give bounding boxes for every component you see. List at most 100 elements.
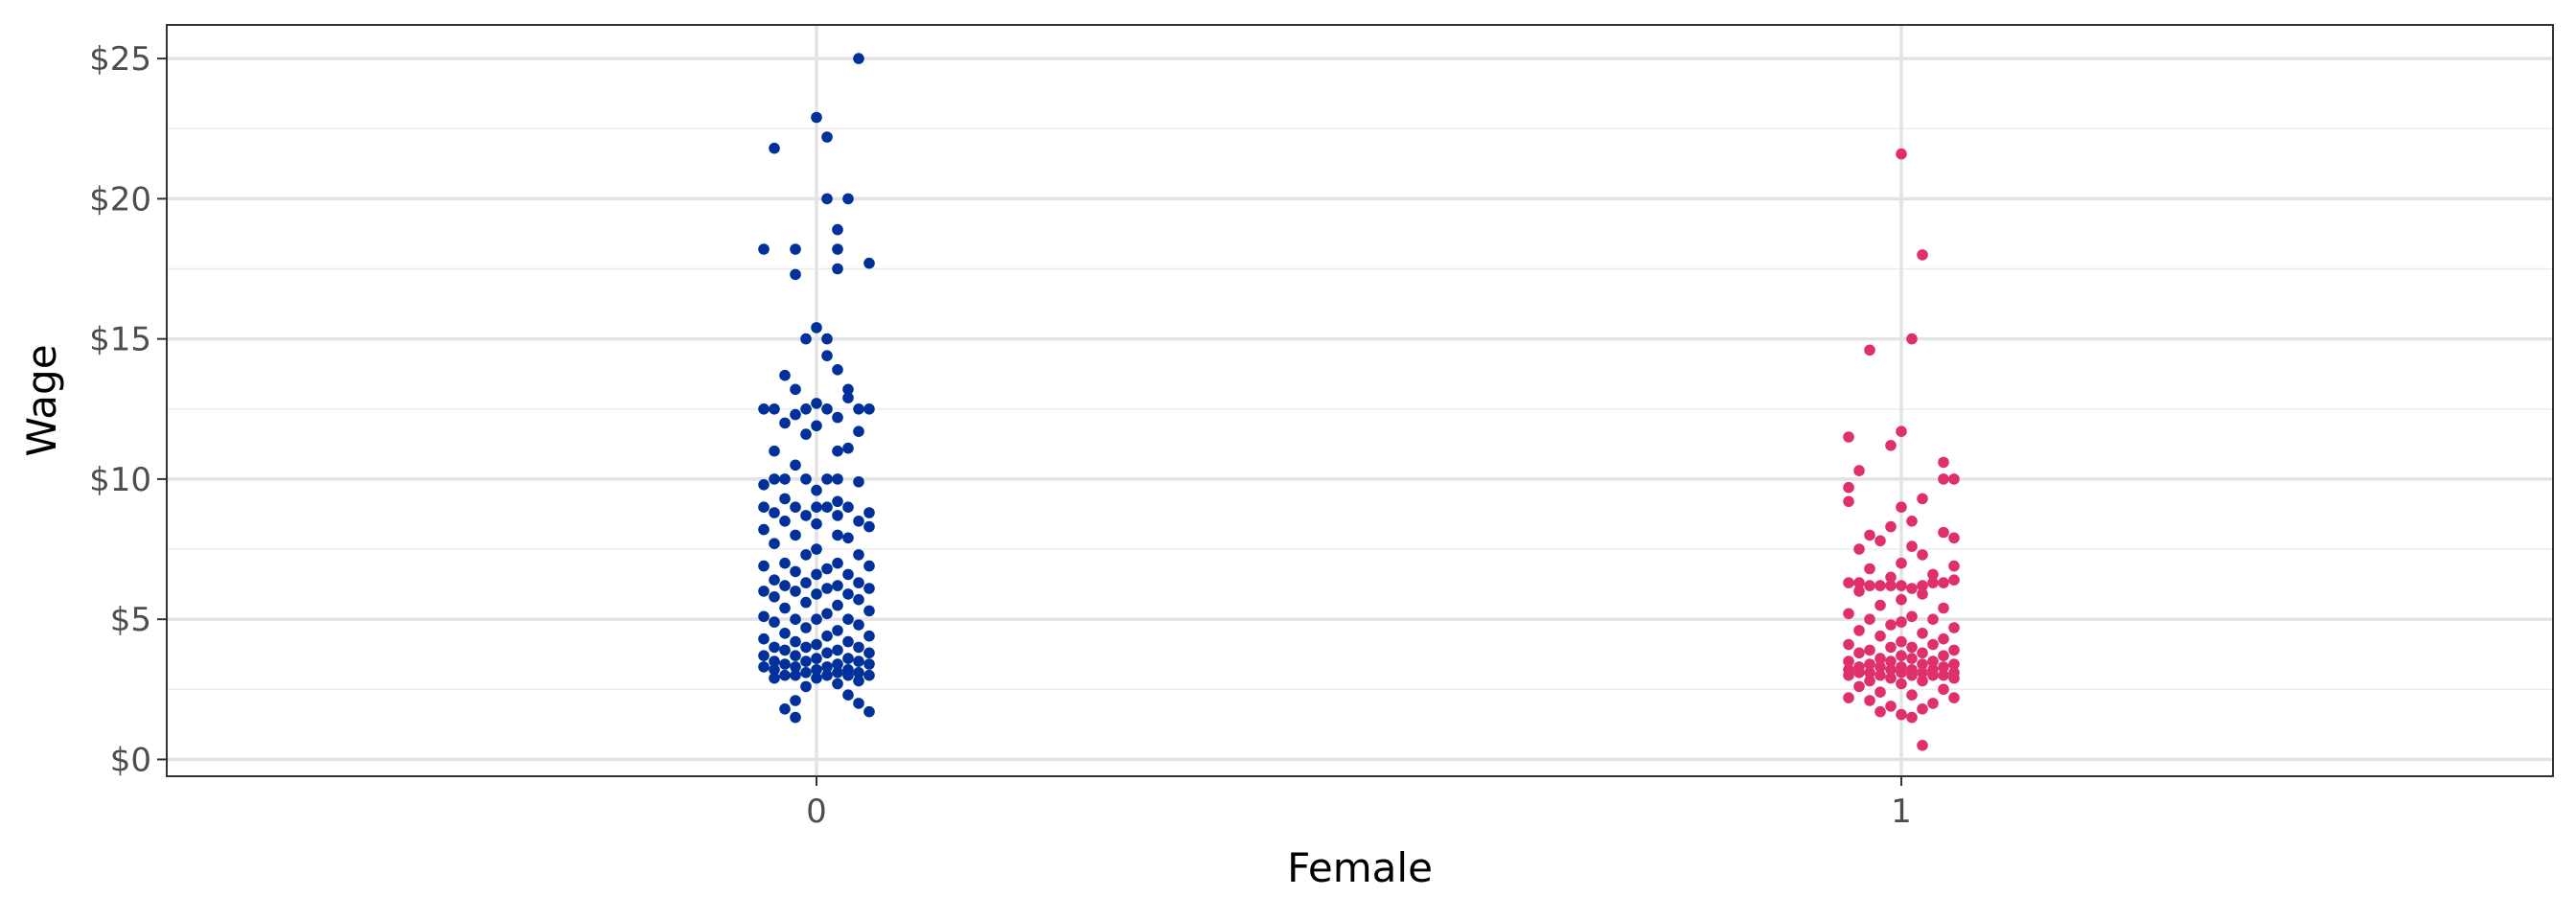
- data-point: [1948, 560, 1960, 572]
- data-point: [1864, 344, 1875, 356]
- data-point: [821, 333, 833, 345]
- data-point: [800, 641, 812, 654]
- data-point: [853, 656, 864, 667]
- data-point: [832, 667, 843, 678]
- data-point: [1843, 656, 1854, 667]
- data-point: [811, 568, 822, 581]
- data-point: [1896, 635, 1907, 648]
- data-point: [832, 557, 843, 569]
- data-point: [832, 243, 843, 255]
- data-point: [1917, 493, 1928, 505]
- data-point: [811, 398, 822, 409]
- data-point: [758, 403, 770, 415]
- data-point: [1938, 669, 1949, 681]
- data-point: [1853, 543, 1865, 555]
- data-point: [811, 672, 822, 684]
- y-tick-label: $25: [89, 40, 151, 79]
- data-point: [832, 529, 843, 541]
- y-tick-label: $20: [89, 180, 151, 218]
- data-point: [1885, 672, 1897, 684]
- data-point: [853, 593, 864, 606]
- data-point: [1917, 740, 1928, 751]
- data-point: [1917, 658, 1928, 670]
- data-point: [811, 322, 822, 334]
- data-point: [769, 507, 780, 518]
- data-point: [811, 111, 822, 124]
- data-point: [1885, 619, 1897, 631]
- data-point: [863, 647, 875, 659]
- data-point: [1906, 653, 1918, 664]
- data-point: [1927, 669, 1939, 681]
- data-point: [821, 501, 833, 513]
- data-point: [1874, 630, 1886, 642]
- data-point: [832, 445, 843, 457]
- data-point: [1885, 571, 1897, 584]
- data-point: [1896, 557, 1907, 569]
- data-point: [1864, 658, 1875, 670]
- data-point: [790, 669, 801, 681]
- data-point: [779, 628, 791, 639]
- data-point: [821, 669, 833, 681]
- data-point: [842, 689, 854, 701]
- data-point: [800, 473, 812, 485]
- data-point: [800, 549, 812, 561]
- data-point: [863, 560, 875, 572]
- data-point: [1853, 680, 1865, 693]
- data-point: [769, 616, 780, 628]
- data-point: [1948, 644, 1960, 656]
- data-point: [1874, 535, 1886, 547]
- data-point: [863, 520, 875, 533]
- data-point: [811, 518, 822, 530]
- data-point: [800, 596, 812, 609]
- data-point: [832, 644, 843, 656]
- data-point: [832, 411, 843, 424]
- data-point: [1864, 675, 1875, 687]
- data-point: [800, 667, 812, 678]
- data-point: [769, 656, 780, 667]
- data-point: [790, 661, 801, 673]
- data-point: [1927, 638, 1939, 651]
- data-point: [1853, 465, 1865, 476]
- data-point: [1843, 638, 1854, 651]
- data-point: [1853, 625, 1865, 636]
- y-tick-label: $0: [110, 741, 151, 779]
- data-point: [1874, 661, 1886, 673]
- x-axis-title: Female: [1287, 844, 1433, 891]
- data-point: [842, 442, 854, 454]
- data-point: [821, 647, 833, 659]
- data-point: [779, 703, 791, 715]
- data-point: [1906, 689, 1918, 701]
- data-point: [1906, 333, 1918, 345]
- data-point: [1896, 667, 1907, 678]
- data-point: [769, 538, 780, 549]
- data-point: [1896, 708, 1907, 721]
- data-point: [1896, 650, 1907, 661]
- data-point: [779, 557, 791, 569]
- data-point: [832, 658, 843, 670]
- data-point: [1896, 678, 1907, 690]
- data-point: [1885, 701, 1897, 712]
- data-point: [1874, 705, 1886, 718]
- data-point: [1938, 632, 1949, 645]
- data-point: [800, 680, 812, 693]
- data-point: [790, 268, 801, 281]
- data-point: [1917, 667, 1928, 678]
- data-point: [863, 705, 875, 718]
- data-point: [1938, 526, 1949, 539]
- data-point: [1917, 549, 1928, 561]
- data-point: [863, 669, 875, 681]
- data-point: [1843, 692, 1854, 703]
- data-point: [779, 669, 791, 681]
- data-point: [1927, 577, 1939, 588]
- data-point: [811, 484, 822, 496]
- data-point: [1896, 501, 1907, 513]
- data-point: [832, 263, 843, 275]
- data-point: [758, 501, 770, 513]
- data-point: [790, 565, 801, 578]
- data-point: [758, 586, 770, 597]
- data-point: [863, 658, 875, 670]
- data-point: [1853, 667, 1865, 678]
- data-point: [779, 417, 791, 429]
- data-point: [769, 672, 780, 684]
- data-point: [790, 711, 801, 724]
